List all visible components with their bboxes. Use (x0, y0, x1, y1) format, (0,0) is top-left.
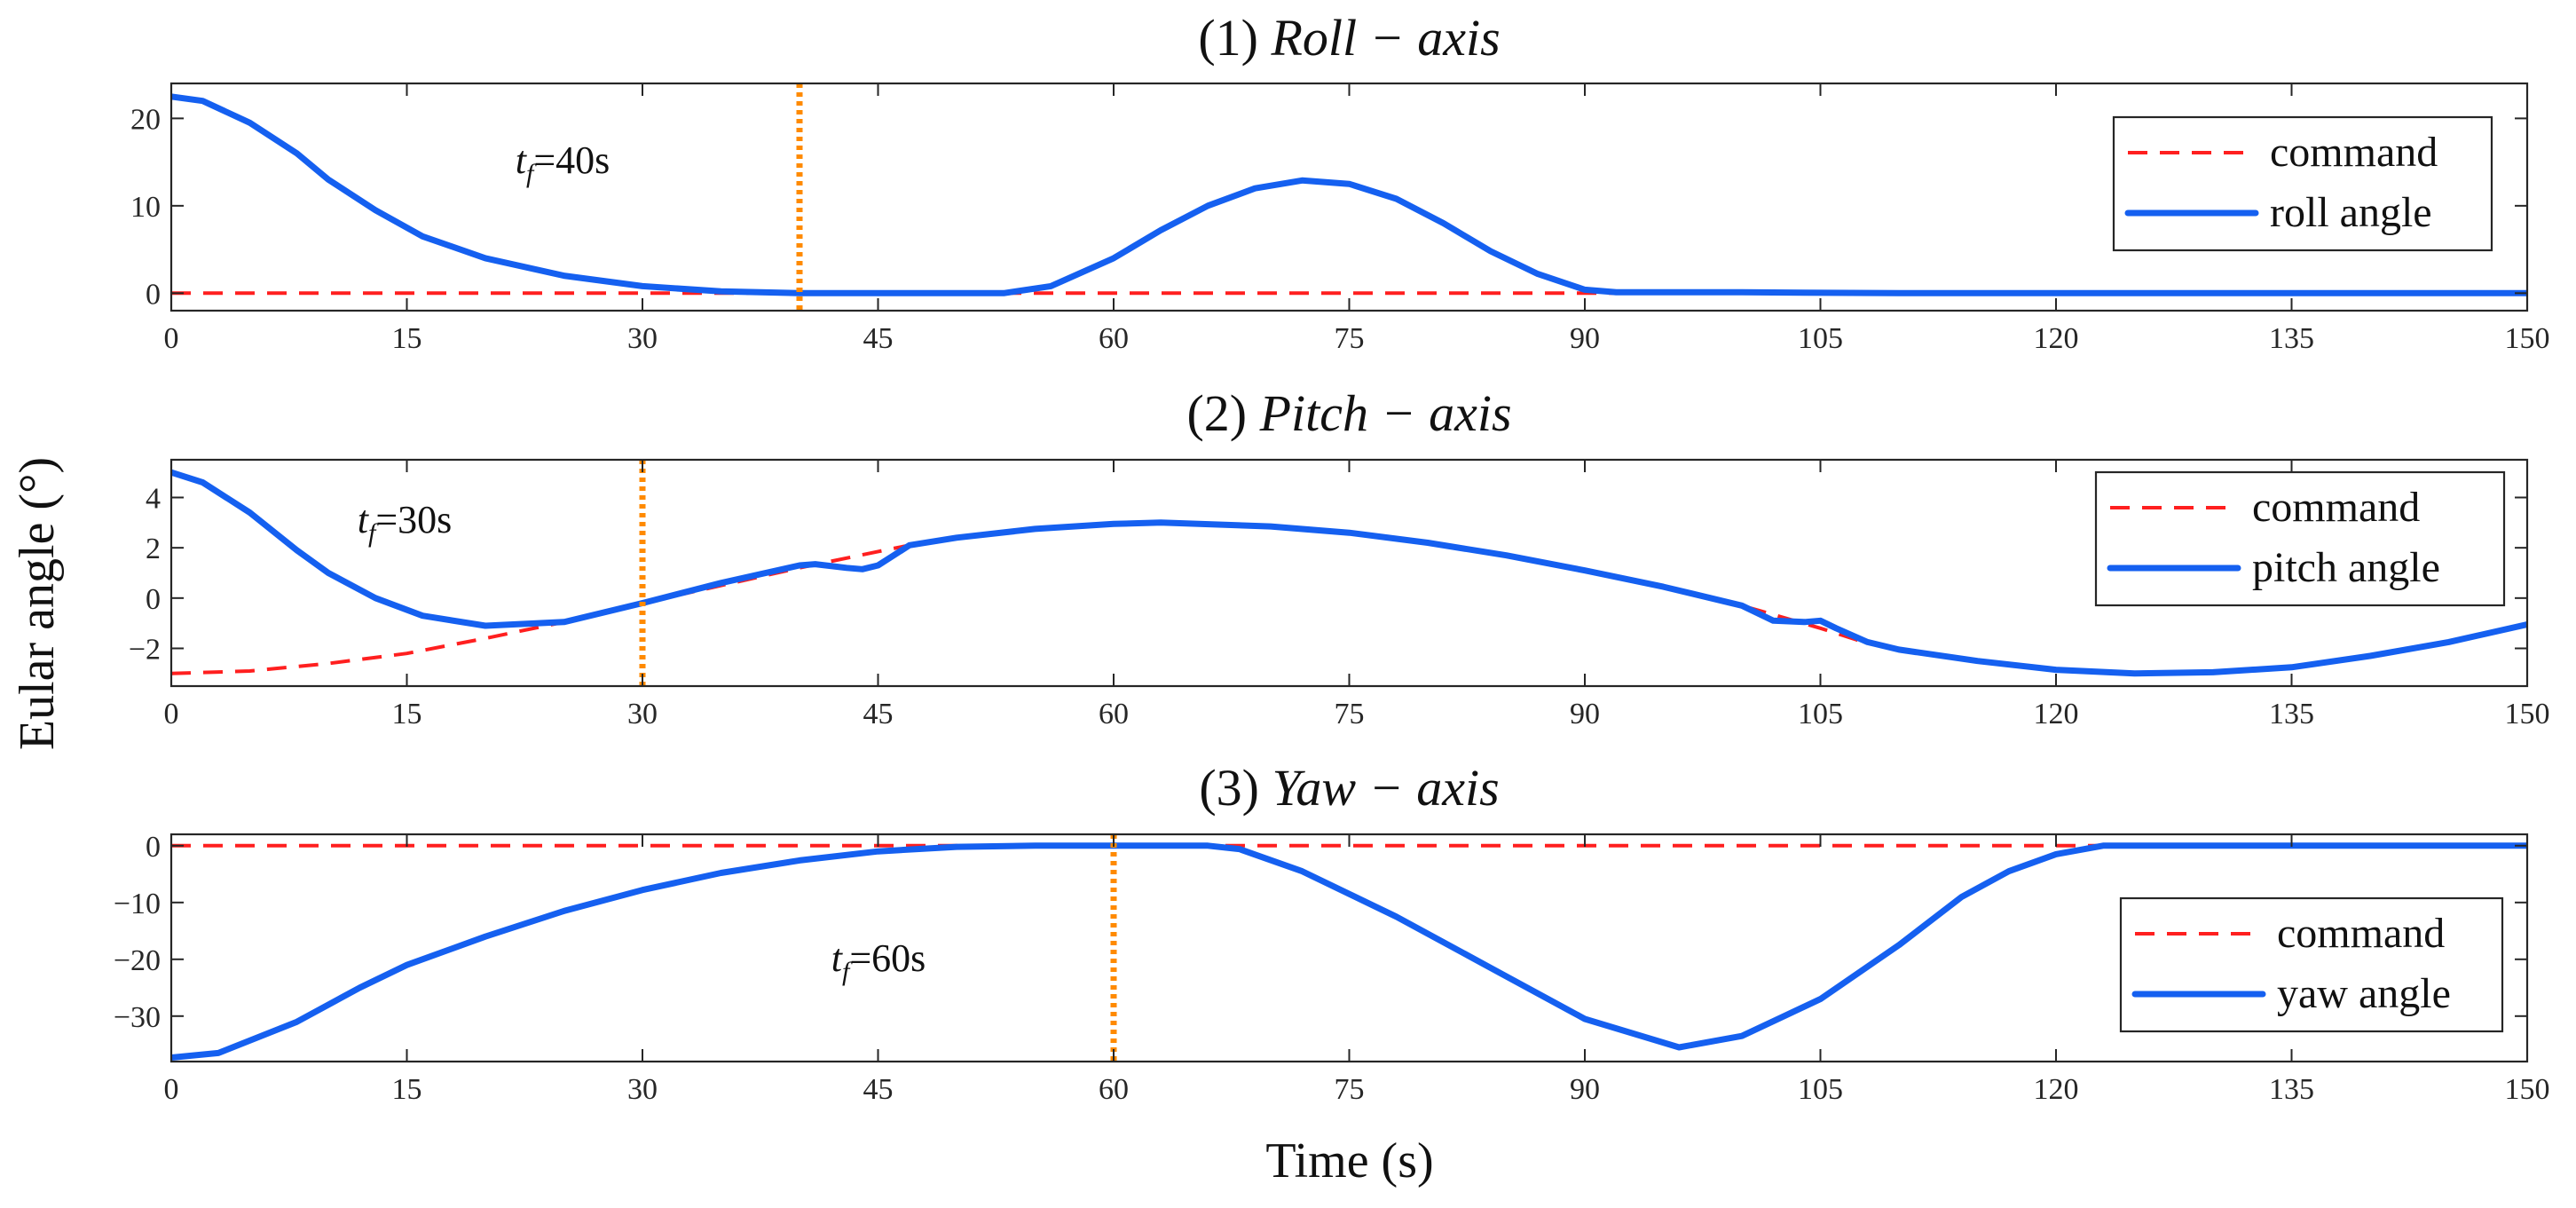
panel-title: (3) Yaw − axis (1199, 759, 1499, 817)
legend-box (2094, 470, 2506, 607)
series-yaw-angle (171, 842, 2527, 1061)
legend-label: command (2252, 484, 2420, 531)
x-tick-label: 75 (1335, 322, 1365, 355)
legend-label: yaw angle (2277, 970, 2451, 1017)
x-tick-label: 60 (1099, 322, 1129, 355)
x-tick-label: 90 (1570, 1073, 1600, 1106)
x-tick-label: 30 (627, 698, 658, 730)
y-tick-label: 4 (146, 483, 161, 516)
panel-title-number: (1) (1198, 9, 1271, 67)
series-roll-angle (171, 93, 2527, 296)
panel-title: (2) Pitch − axis (1186, 384, 1511, 442)
x-tick-label: 30 (627, 1073, 658, 1106)
panel-title-number: (2) (1186, 384, 1259, 442)
legend-box (2119, 896, 2504, 1033)
x-tick-label: 60 (1099, 698, 1129, 730)
x-tick-label: 75 (1335, 698, 1365, 730)
x-tick-label: 105 (1798, 698, 1843, 730)
x-tick-label: 60 (1099, 1073, 1129, 1106)
panel-title-number: (3) (1199, 759, 1272, 817)
x-tick-label: 45 (863, 1073, 894, 1106)
x-tick-label: 0 (164, 698, 179, 730)
x-tick-label: 135 (2269, 698, 2314, 730)
x-tick-label: 105 (1798, 1073, 1843, 1106)
panel-1: (1) Roll − axis tf=40s 0 15 30 45 60 75 90 105 120… (130, 9, 2550, 355)
x-tick-label: 150 (2505, 1073, 2550, 1106)
x-tick-label: 0 (164, 322, 179, 355)
tf-annotation: tf=40s (516, 138, 611, 188)
legend-label: roll angle (2270, 189, 2432, 236)
panel-3: (3) Yaw − axis tf=60s 0 15 30 45 60 75 90 105 120 1… (114, 759, 2550, 1106)
tf-annotation: tf=30s (358, 498, 453, 548)
x-tick-label: 105 (1798, 322, 1843, 355)
x-tick-label: 45 (863, 698, 894, 730)
x-tick-label: 15 (392, 698, 422, 730)
x-tick-label: 15 (392, 1073, 422, 1106)
legend: command pitch angle (2094, 470, 2506, 607)
x-tick-label: 150 (2505, 322, 2550, 355)
x-tick-label: 45 (863, 322, 894, 355)
y-tick-label: −20 (114, 944, 161, 977)
y-tick-label: 20 (130, 103, 161, 136)
y-tick-label: −2 (129, 634, 161, 667)
y-tick-label: 10 (130, 191, 161, 224)
x-axis-label: Time (s) (1265, 1133, 1433, 1188)
x-tick-label: 120 (2034, 322, 2079, 355)
legend: command yaw angle (2119, 896, 2504, 1033)
x-tick-label: 150 (2505, 698, 2550, 730)
legend: command roll angle (2112, 115, 2493, 252)
x-tick-label: 0 (164, 1073, 179, 1106)
legend-label: command (2277, 910, 2445, 957)
y-tick-label: −30 (114, 1001, 161, 1034)
legend-box (2112, 115, 2493, 252)
panel-title: (1) Roll − axis (1198, 9, 1500, 67)
x-tick-label: 30 (627, 322, 658, 355)
panel-title-axis: Pitch − axis (1259, 384, 1512, 442)
x-tick-label: 120 (2034, 698, 2079, 730)
y-tick-label: 0 (146, 583, 161, 616)
panel-2: (2) Pitch − axis tf=30s 0 15 30 45 60 75 90 105 12… (129, 384, 2550, 730)
x-tick-label: 15 (392, 322, 422, 355)
series-pitch-angle (171, 469, 2527, 677)
y-tick-label: 2 (146, 533, 161, 565)
panel-title-axis: Roll − axis (1270, 9, 1500, 67)
panel-title-axis: Yaw − axis (1272, 759, 1499, 817)
x-tick-label: 120 (2034, 1073, 2079, 1106)
y-tick-label: −10 (114, 888, 161, 920)
x-tick-label: 90 (1570, 698, 1600, 730)
x-tick-label: 135 (2269, 1073, 2314, 1106)
legend-label: pitch angle (2252, 544, 2440, 591)
legend-label: command (2270, 129, 2438, 176)
x-tick-label: 90 (1570, 322, 1600, 355)
tf-annotation: tf=60s (831, 936, 926, 986)
x-tick-label: 75 (1335, 1073, 1365, 1106)
x-tick-label: 135 (2269, 322, 2314, 355)
y-axis-label: Eular angle (°) (10, 457, 65, 750)
y-tick-label: 0 (146, 831, 161, 864)
y-tick-label: 0 (146, 278, 161, 311)
